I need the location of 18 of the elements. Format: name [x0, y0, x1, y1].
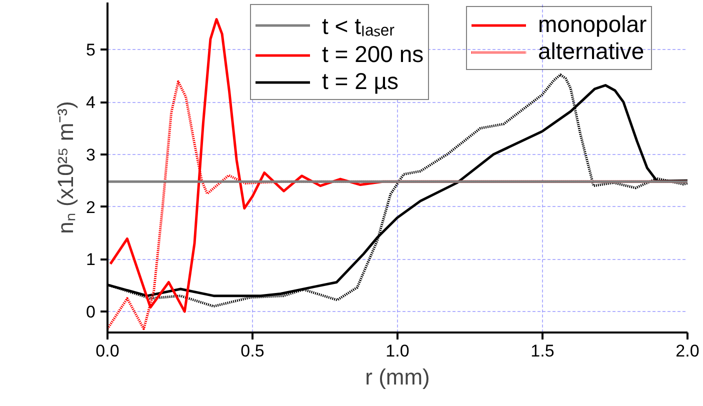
annotation: alternative — [538, 38, 644, 65]
y-axis-title: nₙ (x10²⁵ m⁻³) — [53, 101, 78, 234]
y-tick-label: 5 — [86, 40, 96, 60]
legend-label: t = 2 µs — [322, 68, 399, 95]
x-tick-label: 1.0 — [386, 342, 410, 360]
x-tick-label: 0.5 — [240, 342, 264, 360]
x-tick-label: 2.0 — [676, 342, 700, 360]
y-tick-label: 1 — [86, 250, 96, 270]
legend-label: t = 200 ns — [322, 41, 424, 68]
x-axis-title: r (mm) — [365, 364, 430, 390]
x-tick-label: 0.0 — [96, 342, 120, 360]
y-tick-label: 4 — [86, 93, 96, 112]
x-tick-label: 1.5 — [530, 342, 554, 360]
y-tick-label: 3 — [86, 145, 96, 164]
y-tick-label: 2 — [86, 198, 96, 217]
y-tick-label: 0 — [86, 302, 96, 322]
annotation: monopolar — [538, 11, 647, 38]
legend-label: t < tₗₐₛₑᵣ — [322, 12, 395, 41]
